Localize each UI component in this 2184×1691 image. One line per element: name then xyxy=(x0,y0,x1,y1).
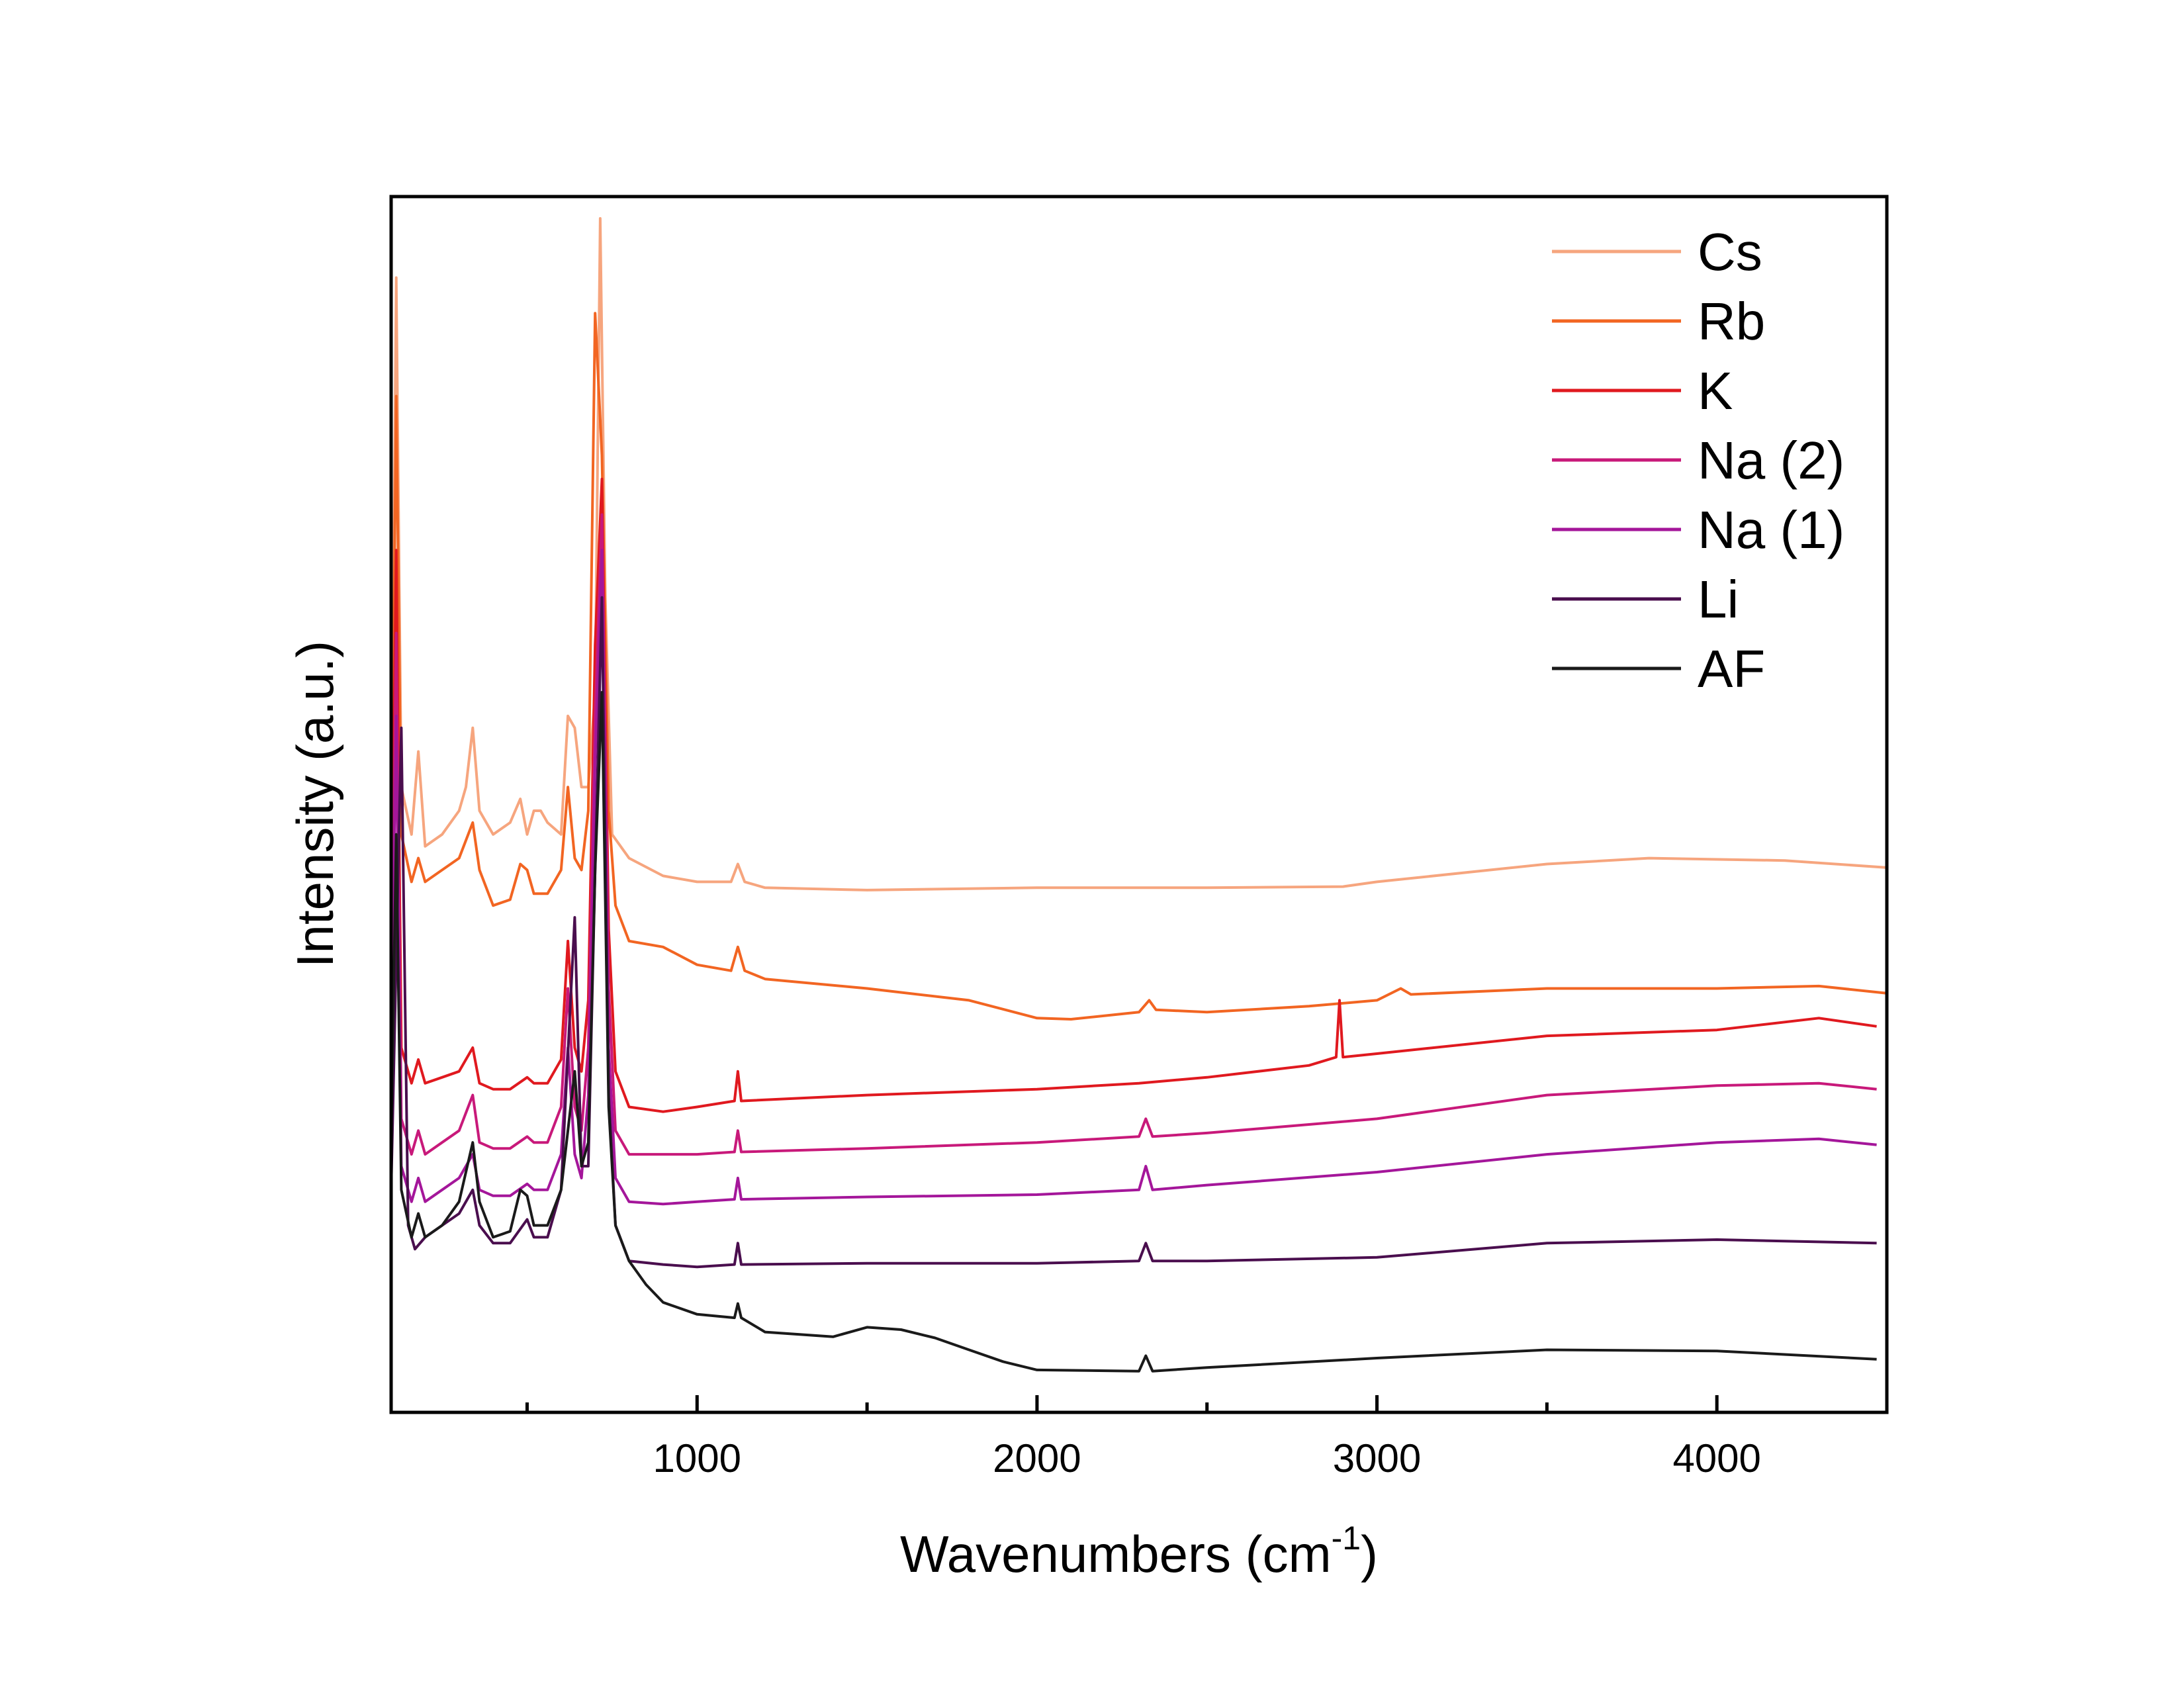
tick-layer: 1000 2000 3000 4000 xyxy=(525,1395,1761,1481)
x-axis-title-superscript: -1 xyxy=(1332,1520,1361,1557)
series-line-7 xyxy=(390,691,1877,1373)
legend-label: Rb xyxy=(1698,292,1765,351)
x-tick-label: 1000 xyxy=(653,1436,741,1481)
x-axis-title-close: ) xyxy=(1361,1525,1378,1583)
legend-label: Na (1) xyxy=(1698,500,1844,559)
plot-frame xyxy=(389,195,1889,1414)
legend: Cs Rb K Na (2) Na (1) Li AF xyxy=(1552,222,1844,698)
series-layer xyxy=(390,217,1888,1373)
series-line-6 xyxy=(390,596,1877,1269)
legend-label: Na (2) xyxy=(1698,431,1844,490)
series-line-2 xyxy=(390,312,1888,1021)
legend-label: Li xyxy=(1698,570,1739,629)
series-line-3 xyxy=(390,477,1877,1113)
y-axis-title: Intensity (a.u.) xyxy=(286,641,344,968)
legend-label: K xyxy=(1698,361,1733,420)
x-tick-label: 2000 xyxy=(993,1436,1081,1481)
x-tick-label: 4000 xyxy=(1672,1436,1760,1481)
series-line-5 xyxy=(390,549,1877,1206)
series-line-1 xyxy=(390,217,1888,891)
series-line-4 xyxy=(390,513,1877,1156)
x-axis-title: Wavenumbers (cm-1) xyxy=(900,1520,1378,1583)
x-tick-label: 3000 xyxy=(1333,1436,1421,1481)
legend-label: Cs xyxy=(1698,222,1762,281)
x-axis-title-main: Wavenumbers (cm xyxy=(900,1525,1332,1583)
legend-label: AF xyxy=(1698,639,1765,698)
